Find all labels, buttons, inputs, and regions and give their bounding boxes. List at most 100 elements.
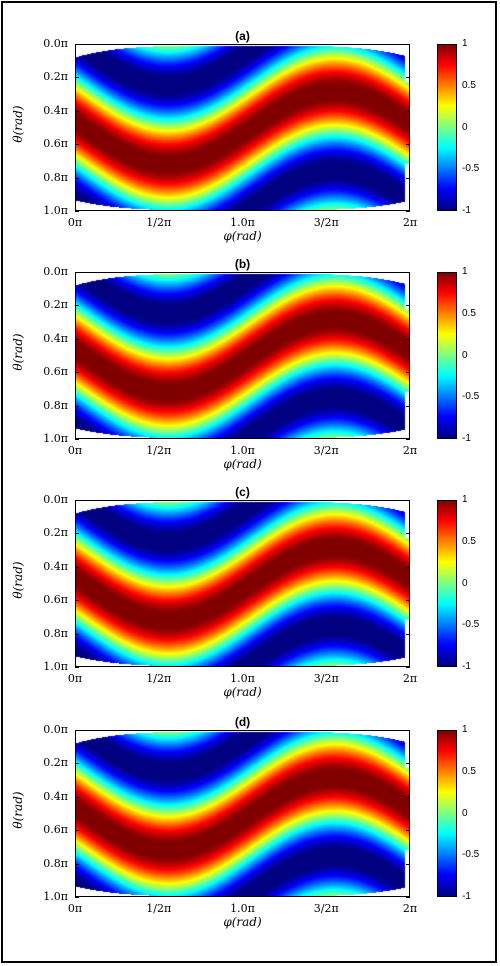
x-tick-label: 1/2π	[146, 672, 172, 685]
y-tick-label: 0.8π	[43, 170, 68, 184]
heatmap-image	[76, 45, 409, 210]
y-tick-mark	[406, 405, 410, 407]
y-tick-mark	[406, 796, 410, 798]
y-tick-mark	[406, 211, 410, 212]
x-axis-label: φ(rad)	[223, 685, 262, 699]
y-tick-mark	[406, 439, 410, 440]
y-tick-mark	[406, 863, 410, 865]
y-tick-label: 1.0π	[43, 890, 68, 903]
y-tick-mark	[406, 533, 410, 535]
y-tick-mark	[75, 44, 79, 45]
x-tick-label: 1.0π	[230, 216, 255, 229]
y-tick-label: 0.8π	[43, 398, 68, 412]
colorbar-tick-label: 0.5	[462, 307, 476, 319]
y-tick-mark	[406, 44, 410, 45]
x-tick-label: 0π	[67, 216, 83, 229]
y-axis-label: θ(rad)	[11, 561, 25, 599]
x-tick-label: 1.0π	[230, 444, 255, 457]
colorbar-tick-label: 1	[462, 266, 468, 277]
heatmap-image	[76, 731, 409, 896]
x-tick-label: 0π	[67, 902, 83, 915]
y-tick-mark	[75, 272, 79, 273]
colorbar-tick-label: -1	[462, 891, 471, 902]
y-tick-mark	[406, 667, 410, 668]
y-tick-label: 0.2π	[43, 70, 68, 84]
y-tick-mark	[75, 566, 79, 568]
y-tick-mark	[406, 177, 410, 179]
y-tick-mark	[406, 272, 410, 273]
y-axis-label: θ(rad)	[11, 105, 25, 143]
y-tick-mark	[406, 110, 410, 112]
chart-panel: (d) 0.0π 0.2π 0.4π 0.6π 0.8π 1.0π 0π 1/2π 1.0π 3/2…	[0, 715, 500, 943]
colorbar-tick-label: 0	[462, 121, 468, 133]
y-tick-mark	[406, 566, 410, 568]
y-tick-mark	[406, 144, 410, 146]
y-tick-mark	[75, 305, 79, 307]
y-tick-mark	[75, 405, 79, 407]
y-tick-mark	[406, 763, 410, 765]
y-tick-label: 0.0π	[43, 37, 68, 50]
y-tick-mark	[75, 763, 79, 765]
x-tick-label: 1/2π	[146, 444, 172, 457]
plot-area	[75, 730, 410, 897]
y-tick-mark	[75, 500, 79, 501]
y-tick-mark	[75, 600, 79, 602]
chart-title: (b)	[234, 257, 251, 271]
x-tick-label: 0π	[67, 672, 83, 685]
y-tick-label: 0.4π	[43, 103, 68, 117]
y-tick-label: 0.8π	[43, 856, 68, 870]
y-tick-mark	[406, 897, 410, 898]
x-tick-label: 0π	[67, 444, 83, 457]
y-tick-mark	[75, 110, 79, 112]
colorbar-tick-label: -0.5	[462, 163, 480, 175]
plot-area	[75, 272, 410, 439]
y-tick-mark	[406, 830, 410, 832]
y-tick-mark	[75, 439, 79, 440]
x-tick-label: 2π	[402, 216, 418, 229]
colorbar-tick-label: 0	[462, 807, 468, 819]
y-tick-label: 1.0π	[43, 432, 68, 445]
y-tick-label: 0.4π	[43, 559, 68, 573]
x-tick-label: 1/2π	[146, 216, 172, 229]
colorbar-tick-label: -1	[462, 661, 471, 672]
y-tick-label: 0.2π	[43, 298, 68, 312]
y-tick-mark	[75, 633, 79, 635]
y-tick-label: 0.2π	[43, 526, 68, 540]
y-tick-mark	[75, 830, 79, 832]
x-tick-label: 3/2π	[313, 444, 339, 457]
colorbar-tick-label: 0	[462, 349, 468, 361]
y-tick-label: 0.6π	[43, 365, 68, 379]
y-tick-label: 1.0π	[43, 204, 68, 217]
y-tick-label: 0.6π	[43, 823, 68, 837]
chart-panel: (b) 0.0π 0.2π 0.4π 0.6π 0.8π 1.0π 0π 1/2π 1.0π 3/2…	[0, 257, 500, 485]
colorbar	[437, 44, 457, 211]
y-tick-mark	[75, 863, 79, 865]
chart-title: (d)	[234, 715, 251, 729]
colorbar	[437, 730, 457, 897]
y-tick-mark	[406, 77, 410, 79]
x-tick-label: 2π	[402, 444, 418, 457]
y-tick-label: 0.4π	[43, 789, 68, 803]
colorbar-tick-label: -1	[462, 433, 471, 444]
heatmap-image	[76, 273, 409, 438]
colorbar-tick-label: 1	[462, 494, 468, 505]
x-tick-label: 3/2π	[313, 672, 339, 685]
plot-area	[75, 44, 410, 211]
heatmap-image	[76, 501, 409, 666]
x-axis-label: φ(rad)	[223, 915, 262, 929]
y-tick-mark	[75, 667, 79, 668]
y-tick-label: 0.4π	[43, 331, 68, 345]
y-axis-label: θ(rad)	[11, 791, 25, 829]
y-tick-mark	[406, 500, 410, 501]
y-tick-mark	[75, 144, 79, 146]
y-tick-label: 1.0π	[43, 660, 68, 673]
chart-title: (c)	[235, 485, 250, 499]
y-tick-mark	[75, 338, 79, 340]
x-tick-label: 3/2π	[313, 902, 339, 915]
colorbar-tick-label: 0.5	[462, 535, 476, 547]
colorbar-tick-label: 0	[462, 577, 468, 589]
y-tick-mark	[75, 730, 79, 731]
y-tick-label: 0.2π	[43, 756, 68, 770]
x-axis-label: φ(rad)	[223, 229, 262, 243]
x-tick-label: 1/2π	[146, 902, 172, 915]
